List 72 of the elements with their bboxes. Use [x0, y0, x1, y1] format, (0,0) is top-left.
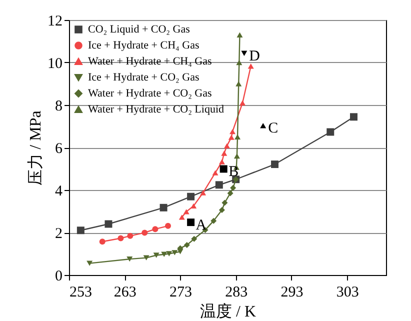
x-tick-label: 303: [336, 284, 359, 300]
point: [187, 192, 195, 200]
annotation: C: [268, 120, 278, 137]
point: [222, 200, 228, 206]
point: [190, 203, 197, 209]
y-tick-label: 8: [55, 98, 62, 114]
legend-label: CO₂ Liquid + CO₂ Gas: [88, 24, 190, 36]
point: [248, 64, 254, 69]
annotation: B: [228, 164, 239, 180]
legend-label: Water + Hydrate + CO₂ Gas: [88, 88, 212, 100]
point: [215, 181, 223, 189]
point: [153, 252, 160, 258]
point: [326, 128, 334, 136]
x-tick-label: 253: [70, 284, 92, 300]
point: [236, 32, 243, 38]
annotation: D: [249, 48, 260, 64]
point: [142, 230, 148, 236]
point: [260, 123, 266, 128]
point: [104, 220, 112, 228]
point: [271, 160, 279, 168]
point: [218, 159, 225, 164]
y-tick-label: 10: [48, 56, 62, 72]
point: [160, 204, 168, 212]
annotation: A: [196, 217, 207, 234]
point: [99, 238, 106, 245]
point: [152, 226, 158, 232]
point: [241, 50, 248, 56]
point: [228, 134, 234, 140]
point: [183, 209, 190, 214]
point: [218, 206, 225, 213]
point: [350, 113, 358, 121]
legend-label: Ice + Hydrate + CH₄ Gas: [88, 40, 200, 52]
point: [212, 170, 218, 176]
y-tick-label: 6: [55, 141, 63, 157]
point: [227, 190, 234, 196]
point: [166, 251, 172, 256]
point: [178, 214, 185, 220]
point: [143, 255, 150, 260]
y-tick-label: 2: [55, 226, 62, 242]
point: [161, 252, 168, 257]
point: [230, 128, 236, 134]
point: [210, 218, 217, 224]
x-axis-title: 温度 / K: [200, 302, 256, 320]
legend-label: Water + Hydrate + CH₄ Gas: [88, 56, 212, 68]
y-axis-title: 压力 / MPa: [26, 110, 44, 186]
y-tick-label: 12: [48, 14, 62, 30]
x-tick-label: 283: [225, 284, 248, 300]
point: [230, 184, 236, 191]
legend-label: Ice + Hydrate + CO₂ Gas: [88, 72, 200, 84]
point: [236, 60, 242, 66]
point: [118, 235, 124, 242]
point: [224, 143, 230, 148]
point: [184, 242, 190, 248]
point: [236, 81, 242, 86]
legend-label: Water + Hydrate + CO₂ Liquid: [88, 104, 225, 116]
point: [240, 100, 246, 106]
point: [187, 218, 195, 226]
point: [76, 226, 84, 234]
point: [200, 190, 206, 196]
point: [127, 232, 134, 239]
point: [172, 250, 178, 256]
x-tick-label: 263: [114, 284, 136, 300]
point: [220, 165, 228, 173]
point: [86, 260, 93, 266]
point: [126, 256, 133, 262]
y-tick-label: 0: [55, 268, 62, 284]
point: [191, 236, 198, 242]
x-tick-label: 293: [280, 284, 304, 300]
x-tick-label: 273: [169, 284, 192, 300]
y-tick-label: 4: [55, 184, 63, 200]
point: [164, 222, 171, 229]
point: [221, 150, 228, 156]
